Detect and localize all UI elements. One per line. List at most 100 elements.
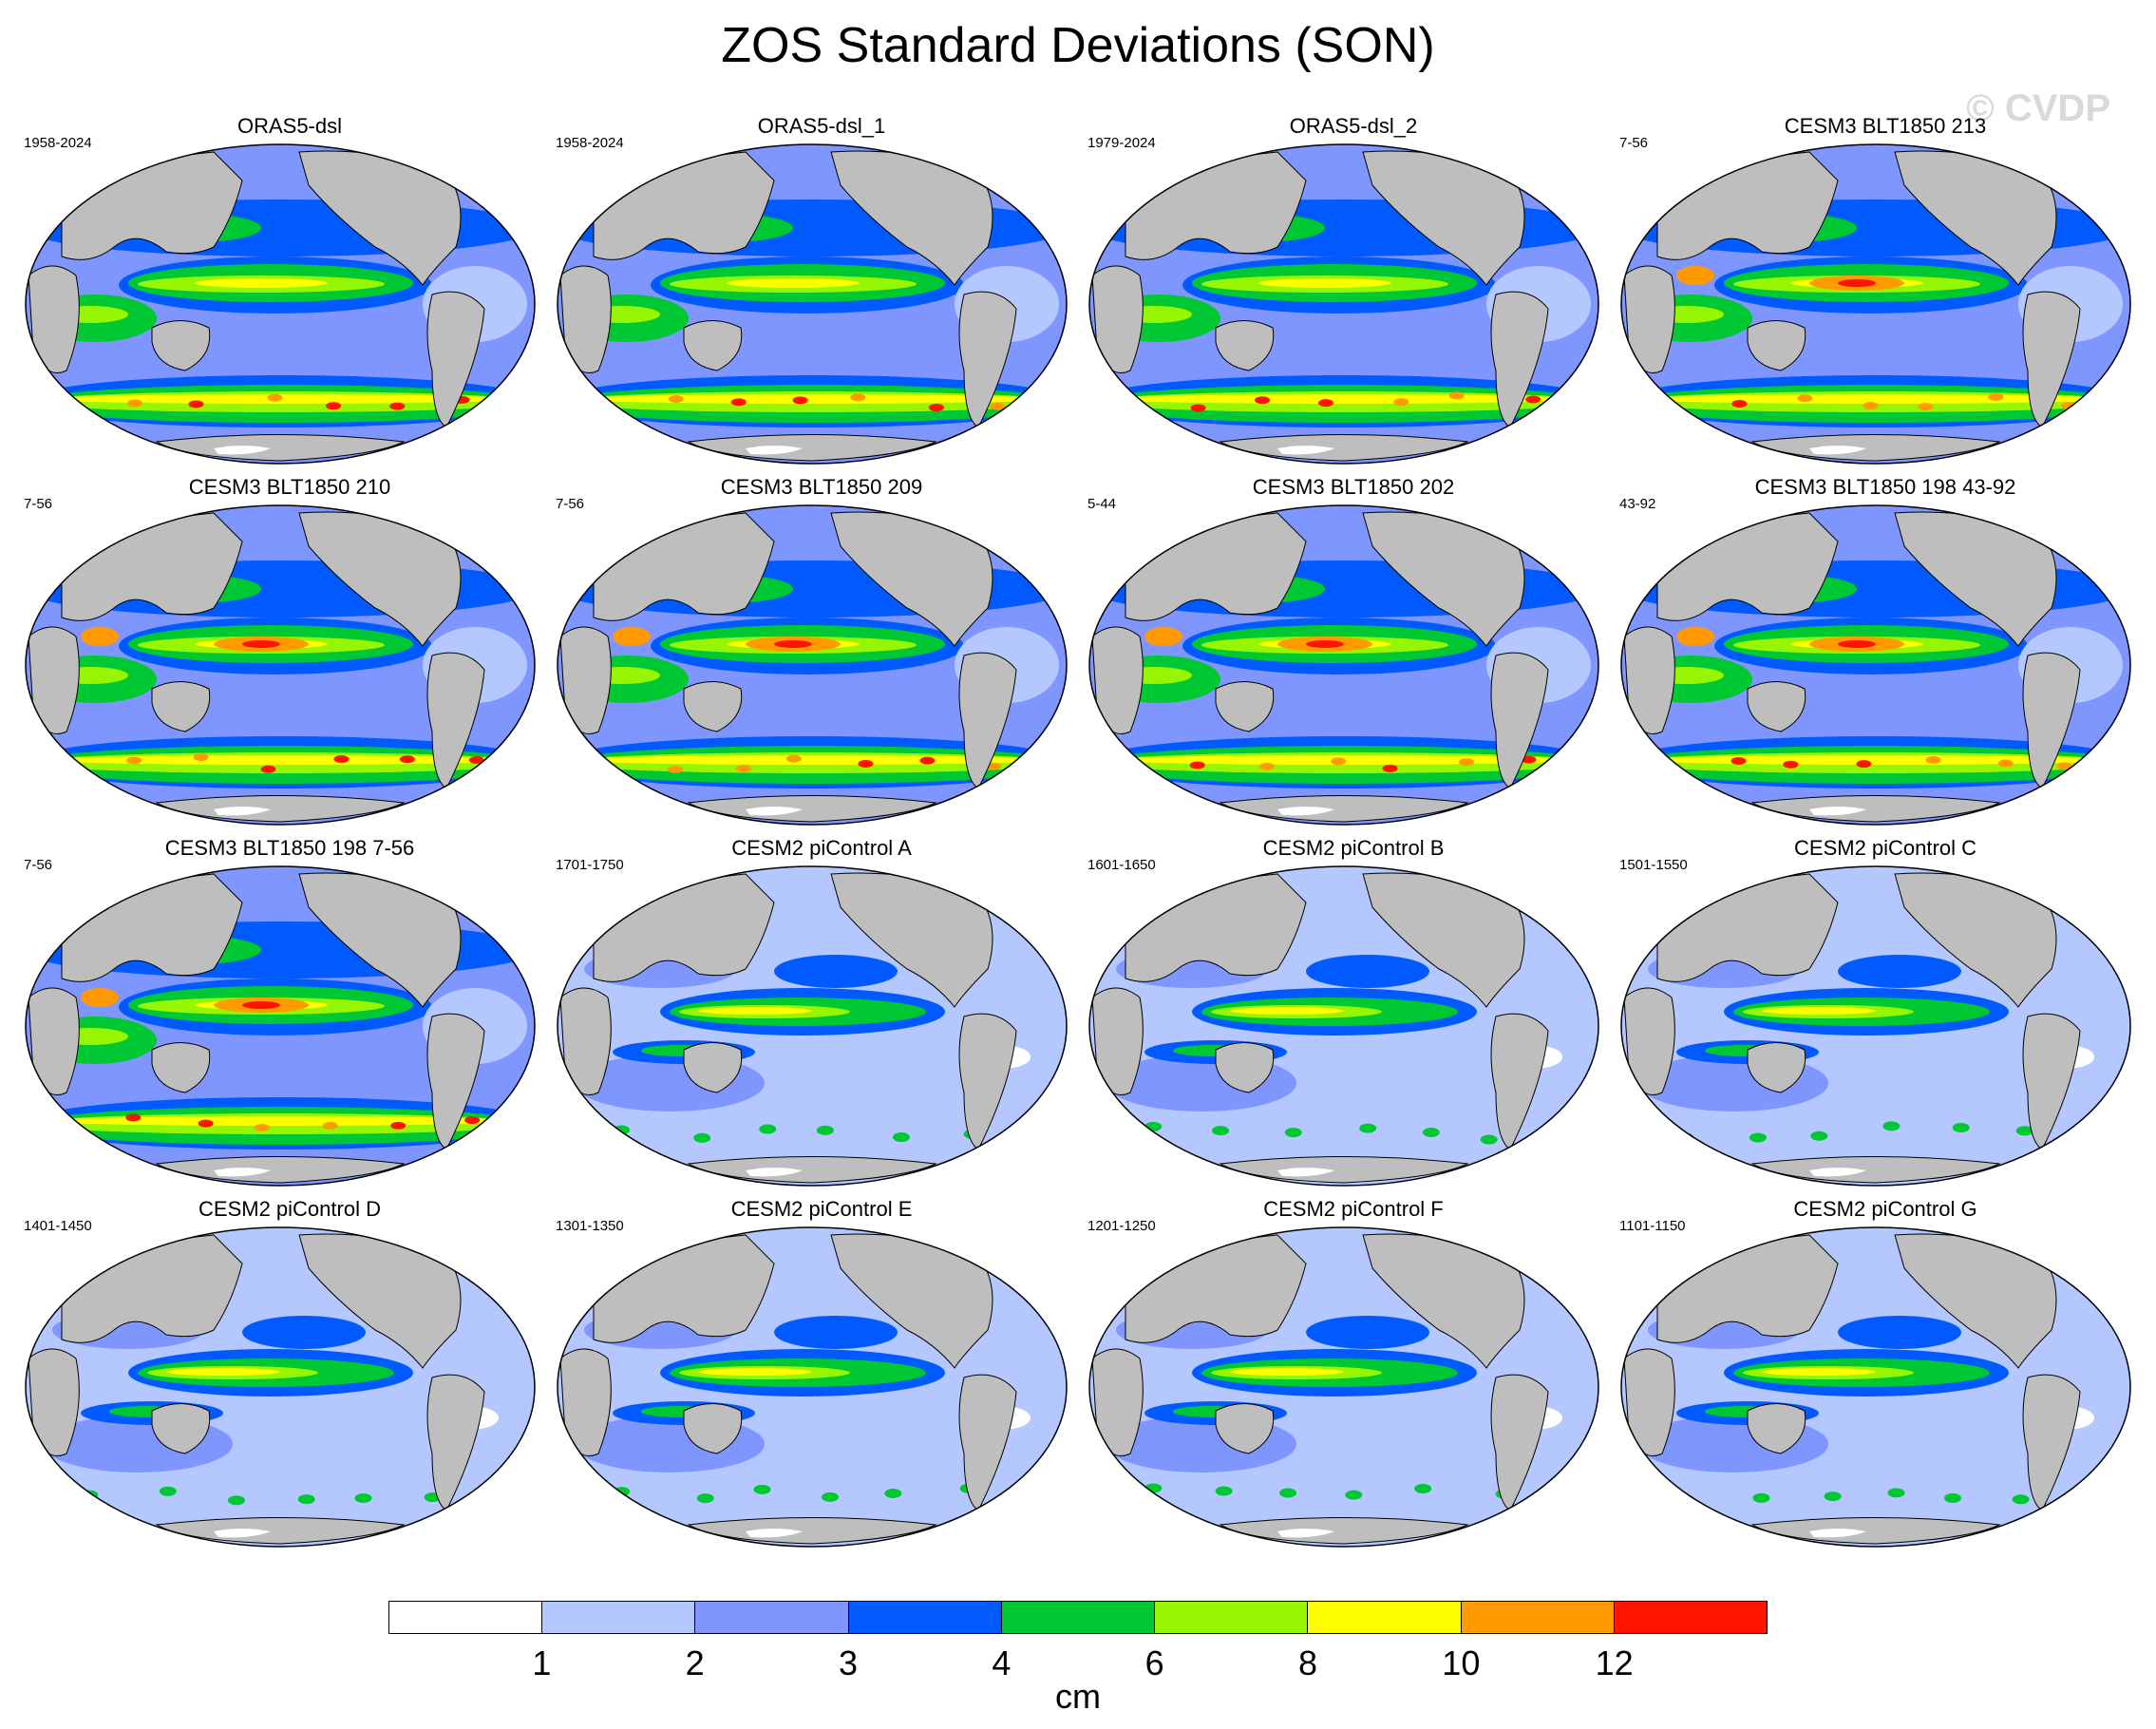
- colorbar: [388, 1601, 1768, 1634]
- colorbar-tick-label: 2: [685, 1644, 705, 1682]
- projected-map: [1620, 504, 2131, 826]
- panel-title: CESM2 piControl D: [199, 1197, 381, 1221]
- panel-years: 5-44: [1087, 496, 1117, 512]
- colorbar-box: [1308, 1602, 1462, 1633]
- projected-map: [1088, 504, 1599, 826]
- panel-title: ORAS5-dsl: [236, 114, 343, 138]
- projected-map: [1620, 143, 2131, 465]
- ssh-std-field: [558, 505, 1067, 825]
- panel-title: CESM2 piControl B: [1262, 836, 1445, 860]
- colorbar-tick-label: 1: [532, 1644, 552, 1682]
- panel-title: CESM2 piControl E: [730, 1197, 913, 1221]
- figure-title: ZOS Standard Deviations (SON): [721, 18, 1435, 73]
- ssh-std-field: [1089, 1227, 1598, 1547]
- colorbar-tick-label: 4: [992, 1644, 1012, 1682]
- ssh-std-field: [26, 505, 535, 825]
- panel-title: CESM3 BLT1850 198 43-92: [1754, 475, 2016, 499]
- colorbar-tick-label: 10: [1442, 1644, 1481, 1682]
- panel-years: 7-56: [24, 857, 53, 873]
- projected-map: [557, 504, 1068, 826]
- panel-years: 1979-2024: [1087, 135, 1156, 151]
- map-border: [25, 143, 536, 465]
- panel-years: 1201-1250: [1087, 1218, 1156, 1234]
- colorbar-box: [1614, 1602, 1767, 1633]
- map-border: [1088, 865, 1599, 1187]
- ssh-std-field: [1621, 1227, 2130, 1547]
- projected-map: [25, 143, 536, 465]
- map-panel: CESM2 piControl D 1401-1450: [24, 1197, 556, 1548]
- colorbar-box: [542, 1602, 696, 1633]
- panel-years: 1101-1150: [1619, 1218, 1686, 1234]
- map-panel: CESM2 piControl C 1501-1550: [1619, 836, 2151, 1188]
- map-panel: CESM2 piControl A 1701-1750: [556, 836, 1087, 1188]
- panel-title: CESM3 BLT1850 198 7-56: [164, 836, 415, 860]
- map-panel: CESM3 BLT1850 202 5-44: [1087, 475, 1619, 826]
- colorbar-tick-label: 3: [838, 1644, 859, 1682]
- panel-title: ORAS5-dsl_2: [1289, 114, 1418, 138]
- ssh-std-field: [558, 144, 1067, 464]
- projected-map: [1088, 143, 1599, 465]
- ssh-std-field: [26, 866, 535, 1186]
- projected-map: [1088, 1226, 1599, 1548]
- panel-years: 43-92: [1619, 496, 1656, 512]
- map-border: [1088, 143, 1599, 465]
- ssh-std-field: [1621, 144, 2130, 464]
- map-border: [25, 865, 536, 1187]
- map-panel: CESM3 BLT1850 210 7-56: [24, 475, 556, 826]
- colorbar-box: [389, 1602, 543, 1633]
- panel-title: CESM2 piControl F: [1263, 1197, 1444, 1221]
- colorbar-box: [848, 1602, 1002, 1633]
- ssh-std-field: [1089, 866, 1598, 1186]
- map-panel: CESM3 BLT1850 198 7-56 7-56: [24, 836, 556, 1188]
- panel-years: 7-56: [24, 496, 53, 512]
- colorbar-tick-label: 6: [1144, 1644, 1164, 1682]
- map-panel: CESM3 BLT1850 213 7-56: [1619, 114, 2151, 466]
- map-panel: CESM2 piControl F 1201-1250: [1087, 1197, 1619, 1548]
- panel-title: CESM3 BLT1850 210: [188, 475, 391, 499]
- panel-title: CESM2 piControl C: [1794, 836, 1976, 860]
- ssh-std-field: [1089, 144, 1598, 464]
- panel-years: 1701-1750: [556, 857, 624, 873]
- colorbar-box: [695, 1602, 849, 1633]
- map-border: [557, 504, 1068, 826]
- colorbar-units: cm: [1055, 1677, 1101, 1716]
- panel-years: 7-56: [556, 496, 585, 512]
- colorbar-box: [1155, 1602, 1309, 1633]
- map-border: [1088, 1226, 1599, 1548]
- colorbar-box: [1461, 1602, 1615, 1633]
- projected-map: [557, 1226, 1068, 1548]
- projected-map: [1620, 865, 2131, 1187]
- map-panel: CESM2 piControl E 1301-1350: [556, 1197, 1087, 1548]
- map-border: [1620, 504, 2131, 826]
- map-panel: CESM2 piControl B 1601-1650: [1087, 836, 1619, 1188]
- map-border: [557, 143, 1068, 465]
- map-panel: ORAS5-dsl 1958-2024: [24, 114, 556, 466]
- map-border: [557, 1226, 1068, 1548]
- colorbar-tick-label: 8: [1297, 1644, 1318, 1682]
- map-panel: CESM3 BLT1850 198 43-92 43-92: [1619, 475, 2151, 826]
- panel-years: 7-56: [1619, 135, 1649, 151]
- ssh-std-field: [1621, 866, 2130, 1186]
- ssh-std-field: [558, 866, 1067, 1186]
- projected-map: [557, 865, 1068, 1187]
- map-panel: CESM3 BLT1850 209 7-56: [556, 475, 1087, 826]
- projected-map: [557, 143, 1068, 465]
- watermark-text: © CVDP: [1966, 87, 2110, 129]
- map-border: [1088, 504, 1599, 826]
- map-panel: CESM2 piControl G 1101-1150: [1619, 1197, 2151, 1548]
- map-border: [25, 504, 536, 826]
- ssh-std-field: [1089, 505, 1598, 825]
- panel-title: CESM2 piControl A: [731, 836, 912, 860]
- ssh-std-field: [558, 1227, 1067, 1547]
- map-border: [1620, 1226, 2131, 1548]
- panel-years: 1601-1650: [1087, 857, 1156, 873]
- panel-years: 1301-1350: [556, 1218, 624, 1234]
- panel-title: CESM3 BLT1850 202: [1252, 475, 1455, 499]
- ssh-std-field: [26, 1227, 535, 1547]
- map-border: [25, 1226, 536, 1548]
- panel-title: CESM3 BLT1850 209: [720, 475, 923, 499]
- panel-years: 1501-1550: [1619, 857, 1688, 873]
- projected-map: [25, 504, 536, 826]
- colorbar-tick-label: 12: [1595, 1644, 1634, 1682]
- projected-map: [25, 1226, 536, 1548]
